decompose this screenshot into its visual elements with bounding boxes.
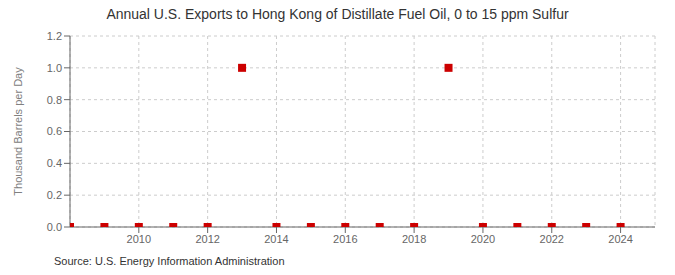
svg-text:1.2: 1.2 — [47, 30, 62, 42]
svg-text:2014: 2014 — [264, 233, 288, 245]
svg-text:2024: 2024 — [608, 233, 632, 245]
html-text:Source: U.S. Energy Informatio: Source: U.S. Energy Information Administ… — [54, 255, 285, 267]
svg-text:0.0: 0.0 — [47, 221, 62, 233]
svg-text:2012: 2012 — [195, 233, 219, 245]
svg-text:2010: 2010 — [127, 233, 151, 245]
html-text:Annual U.S. Exports to Hong Ko: Annual U.S. Exports to Hong Kong of Dist… — [106, 6, 569, 22]
svg-text:2022: 2022 — [540, 233, 564, 245]
svg-text:0.4: 0.4 — [47, 157, 62, 169]
svg-text:2018: 2018 — [402, 233, 426, 245]
svg-text:0.2: 0.2 — [47, 189, 62, 201]
svg-text:1.0: 1.0 — [47, 62, 62, 74]
svg-text:0.8: 0.8 — [47, 94, 62, 106]
svg-text:Thousand Barrels per Day: Thousand Barrels per Day — [12, 67, 24, 196]
svg-text:0.6: 0.6 — [47, 125, 62, 137]
svg-text:2020: 2020 — [471, 233, 495, 245]
svg-text:2016: 2016 — [333, 233, 357, 245]
